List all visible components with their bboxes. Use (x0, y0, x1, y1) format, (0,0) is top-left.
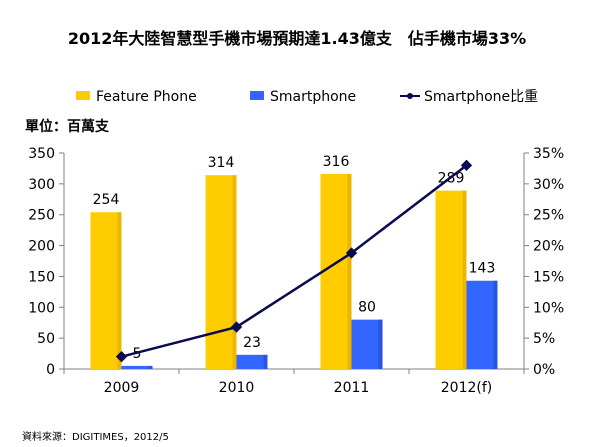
bar-smartphone (121, 365, 153, 369)
data-label-feature-phone: 254 (93, 192, 120, 208)
marker-smartphone-share (230, 321, 243, 333)
legend: Feature Phone Smartphone Smartphone比重 (76, 89, 538, 105)
bar-smartphone (351, 319, 383, 369)
y-right-tick-label: 10% (533, 300, 564, 316)
legend-marker-share (407, 93, 413, 99)
y-left-tick-label: 200 (28, 239, 55, 255)
y-right-tick-label: 5% (533, 331, 555, 347)
y-right-tick-label: 0% (533, 362, 555, 378)
bar-smartphone (236, 354, 268, 369)
legend-swatch-feature-phone (76, 91, 90, 100)
unit-label: 單位：百萬支 (25, 118, 110, 135)
bar-smartphone-shade (148, 365, 153, 369)
legend-label-smartphone: Smartphone (270, 89, 356, 105)
x-tick-label: 2011 (334, 380, 370, 396)
chart-title: 2012年大陸智慧型手機市場預期達1.43億支 佔手機市場33% (68, 29, 526, 48)
y-left-tick-label: 100 (28, 300, 55, 316)
data-label-feature-phone: 314 (208, 155, 235, 171)
data-label-smartphone: 143 (469, 261, 496, 277)
x-tick-label: 2009 (104, 380, 140, 396)
marker-smartphone-share (460, 159, 473, 171)
bar-feature-phone (435, 190, 467, 369)
bar-feature-phone-shade (232, 175, 237, 369)
y-left-tick-label: 150 (28, 269, 55, 285)
x-tick-label: 2012(f) (441, 380, 492, 396)
y-right-tick-label: 15% (533, 269, 564, 285)
data-label-smartphone: 23 (243, 335, 261, 351)
x-tick-label: 2010 (219, 380, 255, 396)
data-label-feature-phone: 316 (323, 154, 350, 170)
legend-label-feature-phone: Feature Phone (96, 89, 197, 105)
y-left-tick-label: 0 (46, 362, 55, 378)
data-label-smartphone: 80 (358, 300, 376, 316)
bar-feature-phone (90, 212, 122, 369)
bar-feature-phone-shade (117, 212, 122, 369)
bar-smartphone-shade (378, 319, 383, 369)
bar-feature-phone (320, 173, 352, 369)
y-left-tick-label: 250 (28, 208, 55, 224)
marker-smartphone-share (345, 247, 358, 259)
y-right-tick-label: 20% (533, 239, 564, 255)
y-left-tick-label: 50 (37, 331, 55, 347)
source-note: 資料來源：DIGITIMES，2012/5 (22, 430, 169, 443)
legend-swatch-smartphone (250, 91, 264, 100)
plot-area: 0 50 100 150 200 250 300 350 0% 5% 10% 15% 20% 25% 30%… (28, 146, 564, 396)
bar-smartphone (466, 280, 498, 369)
y-right-tick-label: 35% (533, 146, 564, 162)
y-right-tick-label: 30% (533, 177, 564, 193)
y-right-tick-label: 25% (533, 208, 564, 224)
line-smartphone-share (121, 164, 468, 358)
bar-smartphone-shade (493, 280, 498, 369)
legend-label-share: Smartphone比重 (424, 89, 538, 105)
y-left-tick-label: 300 (28, 177, 55, 193)
bar-feature-phone-shade (347, 173, 352, 369)
bar-feature-phone-shade (462, 190, 467, 369)
y-left-tick-label: 350 (28, 146, 55, 162)
bar-smartphone-shade (263, 354, 268, 369)
bar-feature-phone (205, 175, 237, 369)
